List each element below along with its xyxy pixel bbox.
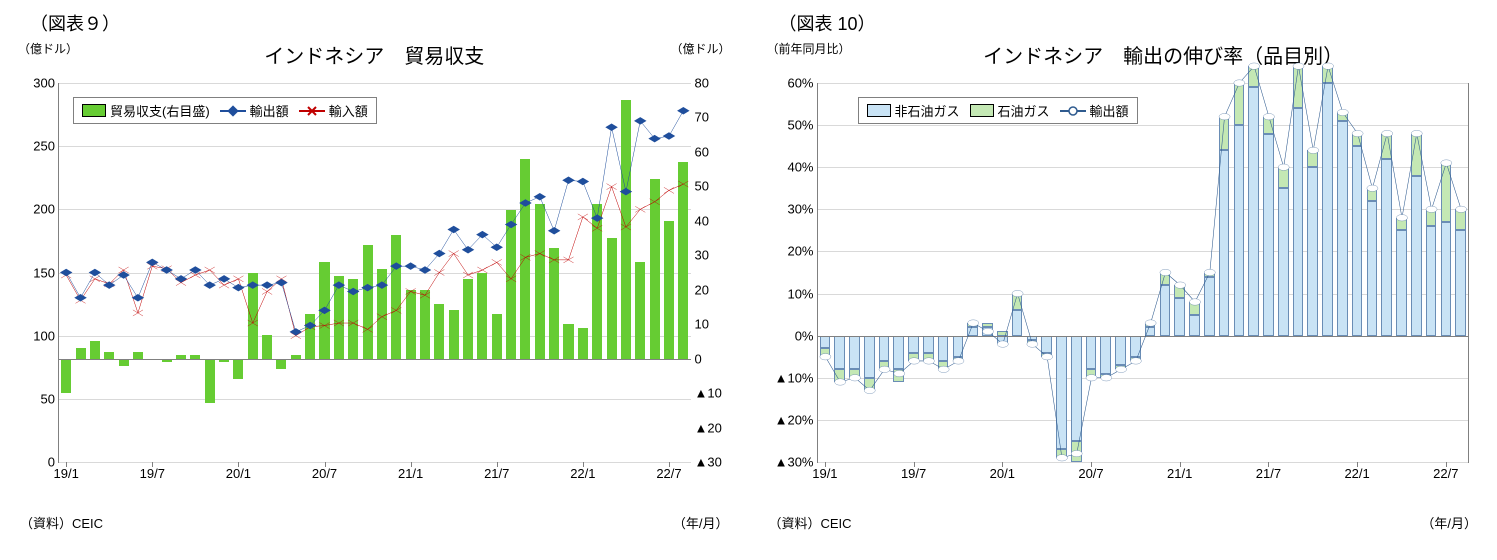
export-line xyxy=(818,83,1469,462)
source-label: （資料）CEIC xyxy=(20,513,103,532)
y-tick-right: 70 xyxy=(691,110,709,125)
y-tick-right: 30 xyxy=(691,248,709,263)
legend-non-oil: 非石油ガス xyxy=(867,101,960,120)
x-tick: 20/7 xyxy=(1078,462,1103,481)
y-right-label: （億ドル） xyxy=(670,40,730,69)
chart-9-plot-wrap: 貿易収支(右目盛) 輸出額 輸入額 0501001502002503000102… xyxy=(18,73,731,493)
y-tick-left: 300 xyxy=(33,76,59,91)
legend-imports: 輸入額 xyxy=(299,101,368,120)
y-tick-left: ▲10% xyxy=(775,370,818,385)
y-tick-right: 10 xyxy=(691,317,709,332)
y-tick-left: 0% xyxy=(795,328,818,343)
legend-label: 石油ガス xyxy=(998,101,1050,120)
legend-label: 輸出額 xyxy=(250,101,289,120)
y-tick-left: 50 xyxy=(41,391,59,406)
chart-9-top-axis-labels: （億ドル） インドネシア 貿易収支 （億ドル） xyxy=(10,40,739,69)
x-tick: 19/1 xyxy=(812,462,837,481)
chart-10-plot-wrap: 非石油ガス 石油ガス 輸出額 0% 10% 20% 30% 40% 50% 60% ▲10% ▲… xyxy=(767,73,1480,493)
y-tick-right: 50 xyxy=(691,179,709,194)
chart-9-bottom-labels: （資料）CEIC （年/月） xyxy=(10,493,739,532)
swatch-line-circle-icon xyxy=(1060,105,1086,117)
y-left-label: （億ドル） xyxy=(18,40,78,69)
x-tick: 22/1 xyxy=(1344,462,1369,481)
chart-9-legend: 貿易収支(右目盛) 輸出額 輸入額 xyxy=(73,97,377,124)
swatch-bar-icon xyxy=(970,104,994,117)
swatch-bar-icon xyxy=(867,104,891,117)
x-tick: 22/7 xyxy=(1433,462,1458,481)
x-tick: 21/1 xyxy=(398,462,423,481)
chart-10-caption: （図表 10） xyxy=(779,10,1488,36)
y-tick-left: 50% xyxy=(787,118,817,133)
x-tick: 19/7 xyxy=(901,462,926,481)
legend-exports: 輸出額 xyxy=(220,101,289,120)
chart-10-legend: 非石油ガス 石油ガス 輸出額 xyxy=(858,97,1138,124)
y-tick-left: 20% xyxy=(787,244,817,259)
swatch-line-diamond-icon xyxy=(220,105,246,117)
legend-label: 輸出額 xyxy=(1090,101,1129,120)
chart-10-panel: （図表 10） （前年同月比） インドネシア 輸出の伸び率（品目別） . 非石油… xyxy=(759,10,1488,532)
y-left-label: （前年同月比） xyxy=(767,40,851,69)
x-tick: 19/7 xyxy=(140,462,165,481)
x-tick: 20/1 xyxy=(226,462,251,481)
chart-9-plot-area: 貿易収支(右目盛) 輸出額 輸入額 0501001502002503000102… xyxy=(58,83,691,463)
chart-9-panel: （図表９） （億ドル） インドネシア 貿易収支 （億ドル） 貿易収支(右目盛) … xyxy=(10,10,739,532)
y-tick-left: 30% xyxy=(787,202,817,217)
x-tick: 22/7 xyxy=(656,462,681,481)
swatch-bar-icon xyxy=(82,104,106,117)
x-tick: 19/1 xyxy=(54,462,79,481)
chart-10-title: インドネシア 輸出の伸び率（品目別） xyxy=(983,40,1343,69)
x-tick: 22/1 xyxy=(570,462,595,481)
y-tick-left: 200 xyxy=(33,202,59,217)
x-tick: 21/7 xyxy=(484,462,509,481)
y-tick-right: 0 xyxy=(691,351,702,366)
legend-export: 輸出額 xyxy=(1060,101,1129,120)
y-tick-right: ▲20 xyxy=(691,420,722,435)
x-axis-label: （年/月） xyxy=(1421,513,1477,532)
y-tick-left: 60% xyxy=(787,76,817,91)
chart-10-top-axis-labels: （前年同月比） インドネシア 輸出の伸び率（品目別） . xyxy=(759,40,1488,69)
y-tick-left: 40% xyxy=(787,160,817,175)
y-tick-left: 10% xyxy=(787,286,817,301)
legend-label: 輸入額 xyxy=(329,101,368,120)
x-tick: 20/1 xyxy=(990,462,1015,481)
chart-9-title: インドネシア 貿易収支 xyxy=(264,40,484,69)
legend-label: 非石油ガス xyxy=(895,101,960,120)
source-label: （資料）CEIC xyxy=(769,513,852,532)
y-tick-left: ▲30% xyxy=(775,455,818,470)
y-tick-right: 80 xyxy=(691,76,709,91)
x-tick: 21/7 xyxy=(1256,462,1281,481)
y-tick-right: 60 xyxy=(691,144,709,159)
legend-oil: 石油ガス xyxy=(970,101,1050,120)
y-tick-left: 250 xyxy=(33,139,59,154)
x-tick: 21/1 xyxy=(1167,462,1192,481)
y-tick-right: 20 xyxy=(691,282,709,297)
x-tick: 20/7 xyxy=(312,462,337,481)
swatch-line-x-icon xyxy=(299,105,325,117)
chart-9-caption: （図表９） xyxy=(30,10,739,36)
y-tick-left: 150 xyxy=(33,265,59,280)
y-tick-right: 40 xyxy=(691,213,709,228)
y-tick-left: 100 xyxy=(33,328,59,343)
y-tick-right: ▲30 xyxy=(691,455,722,470)
chart-10-bottom-labels: （資料）CEIC （年/月） xyxy=(759,493,1488,532)
y-tick-left: ▲20% xyxy=(775,412,818,427)
y-tick-right: ▲10 xyxy=(691,386,722,401)
chart-10-plot-area: 非石油ガス 石油ガス 輸出額 0%10%20%30%40%50%60%▲10%▲… xyxy=(817,83,1470,463)
legend-label: 貿易収支(右目盛) xyxy=(110,101,210,120)
legend-trade-balance: 貿易収支(右目盛) xyxy=(82,101,210,120)
x-axis-label: （年/月） xyxy=(673,513,729,532)
